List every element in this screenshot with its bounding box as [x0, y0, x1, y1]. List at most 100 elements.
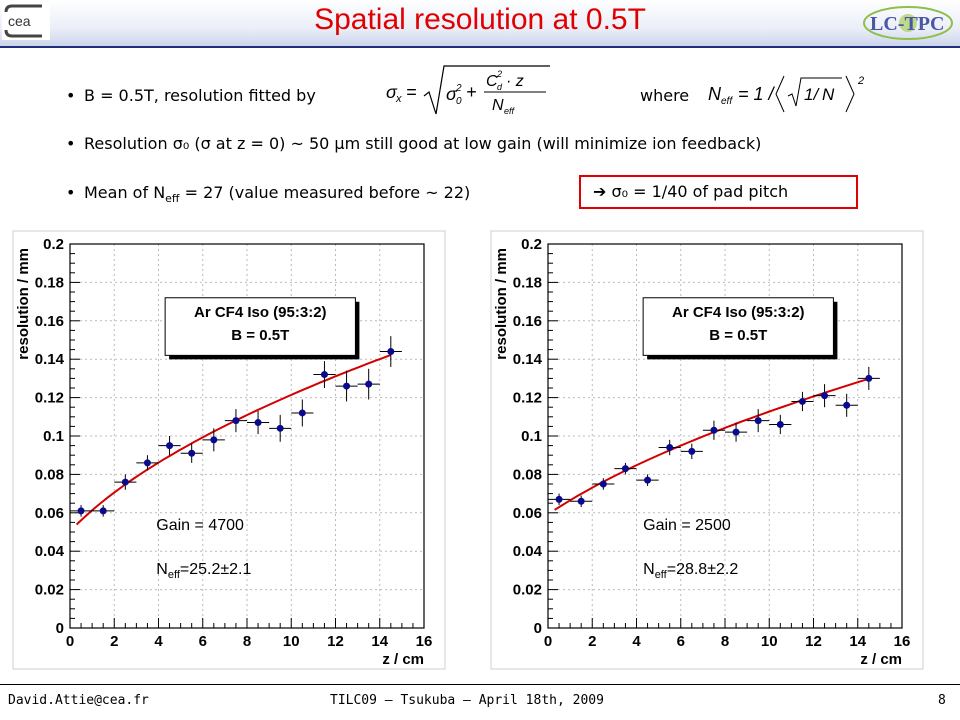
- bullet-neff-sub: eff: [165, 192, 180, 206]
- plot1-data-point: [688, 447, 696, 455]
- plot0-data-point: [166, 442, 174, 450]
- svg-text:· z: · z: [506, 73, 524, 90]
- where-label: where: [640, 86, 690, 105]
- plot1-x-tick-label: 14: [849, 633, 866, 650]
- svg-text:2: 2: [857, 75, 864, 87]
- bullet-resolution: • Resolution σ₀ (σ at z = 0) ~ 50 μm stil…: [66, 134, 761, 153]
- plot0-y-tick-label: 0.16: [35, 313, 64, 330]
- plot0-x-tick-label: 10: [283, 633, 300, 650]
- plot1-x-tick-label: 6: [677, 633, 685, 650]
- plot1-data-point: [599, 480, 607, 488]
- bullet-neff-post: = 27 (value measured before ~ 22): [179, 183, 471, 202]
- plot1-data-point: [732, 428, 740, 436]
- plot1-y-tick-label: 0.06: [513, 505, 542, 522]
- plot0-data-point: [121, 478, 129, 486]
- plot0-data-point: [254, 419, 262, 427]
- plot1-y-tick-label: 0.14: [513, 351, 543, 368]
- plot0-x-tick-label: 4: [154, 633, 163, 650]
- lctpc-logo: LC-TPC: [863, 6, 953, 40]
- bullet-dot-icon: •: [66, 134, 76, 153]
- plot0-data-point: [276, 424, 284, 432]
- plot1-data-point: [843, 401, 851, 409]
- plot0-y-tick-label: 0.1: [43, 428, 64, 445]
- bullet-neff: • Mean of Neff = 27 (value measured befor…: [66, 183, 470, 205]
- resolution-plot-gain-2500: 0 2 4 6 8 10 12 14 16 0 0.02 0.04 0.06 0.08 0.1 0.12 0.1…: [490, 230, 924, 670]
- svg-text:N: N: [708, 84, 722, 104]
- plot1-data-point: [666, 444, 674, 452]
- svg-text:N: N: [492, 97, 504, 114]
- svg-text:+: +: [466, 82, 477, 102]
- plot0-y-tick-label: 0.04: [35, 543, 65, 560]
- svg-text:N: N: [822, 85, 835, 104]
- plot0-x-tick-label: 12: [327, 633, 344, 650]
- plot0-data-point: [143, 459, 151, 467]
- svg-text:0: 0: [456, 96, 462, 107]
- plot0-x-tick-label: 16: [416, 633, 433, 650]
- plot1-data-point: [644, 476, 652, 484]
- plot0-data-point: [298, 409, 306, 417]
- plot1-data-point: [555, 495, 563, 503]
- plot0-data-point: [210, 436, 218, 444]
- plot1-neff-annotation-post: =28.8±2.2: [667, 561, 739, 578]
- plot0-neff-annotation-post: =25.2±2.1: [180, 561, 252, 578]
- plot0-y-tick-label: 0.06: [35, 505, 64, 522]
- svg-text:σ: σ: [386, 82, 398, 102]
- neff-def-formula: N eff = 1 / 1/ N 2: [708, 75, 864, 113]
- plot0-x-tick-label: 0: [66, 633, 74, 650]
- sigma-fit-formula: σ x = σ 0 2 + C d 2 · z N eff: [384, 62, 554, 125]
- plot1-data-point: [621, 465, 629, 473]
- plot1-data-point: [577, 497, 585, 505]
- plot0-data-point: [188, 449, 196, 457]
- plot0-data-point: [99, 507, 107, 515]
- plot0-y-tick-label: 0.18: [35, 274, 64, 291]
- plot0-data-point: [232, 417, 240, 425]
- bullet-dot-icon: •: [66, 86, 76, 105]
- plot0-data-point: [365, 380, 373, 388]
- page-title: Spatial resolution at 0.5T: [314, 3, 646, 36]
- plot1-x-tick-label: 2: [588, 633, 596, 650]
- plot0-x-tick-label: 8: [243, 633, 251, 650]
- plot0-y-tick-label: 0.2: [43, 236, 64, 253]
- plot0-neff-annotation-pre: N: [156, 561, 168, 578]
- plot0-y-tick-label: 0: [56, 620, 64, 637]
- plot0-x-tick-label: 14: [371, 633, 388, 650]
- footer-email: David.Attie@cea.fr: [8, 693, 149, 708]
- plot1-y-axis-label: resolution / mm: [493, 248, 510, 360]
- plot0-y-tick-label: 0.08: [35, 466, 64, 483]
- pad-pitch-note: ➔ σ₀ = 1/40 of pad pitch: [579, 175, 858, 209]
- plot0-data-point: [320, 371, 328, 379]
- plot0-x-tick-label: 6: [199, 633, 207, 650]
- footer-event: TILC09 – Tsukuba – April 18th, 2009: [330, 693, 604, 708]
- sigma-fit-formula-graphic: σ x = σ 0 2 + C d 2 · z N eff: [386, 65, 550, 116]
- svg-text:eff: eff: [504, 106, 516, 116]
- plot1-y-tick-label: 0.02: [513, 582, 542, 599]
- plot0-data-point: [387, 348, 395, 356]
- plot1-y-tick-label: 0.16: [513, 313, 542, 330]
- plot1-x-tick-label: 8: [721, 633, 729, 650]
- plot1-legend-box: [642, 297, 834, 356]
- cea-logo: cea: [2, 2, 50, 40]
- plot0-gain-annotation: Gain = 4700: [156, 517, 244, 534]
- plot0-legend-line1: Ar CF4 Iso (95:3:2): [194, 304, 327, 321]
- lctpc-logo-text: LC-TPC: [870, 13, 944, 35]
- plot0-legend-box: [164, 297, 356, 356]
- plot0-neff-annotation-sub: eff: [168, 569, 181, 581]
- plot1-y-tick-label: 0.04: [513, 543, 543, 560]
- plot1-x-tick-label: 12: [805, 633, 822, 650]
- svg-text:d: d: [497, 82, 503, 92]
- plot1-y-tick-label: 0.12: [513, 390, 542, 407]
- bullet-resolution-text: Resolution σ₀ (σ at z = 0) ~ 50 μm still…: [84, 134, 762, 153]
- plot0-data-point: [77, 507, 85, 515]
- plot0-y-tick-label: 0.02: [35, 582, 64, 599]
- plot1-data-point: [821, 392, 829, 400]
- bullet-field-text: B = 0.5T, resolution fitted by: [84, 86, 316, 105]
- plot1-gain-annotation: Gain = 2500: [643, 517, 731, 534]
- plot0-neff-annotation: Neff=25.2±2.1: [156, 561, 251, 581]
- plot0-legend-line2: B = 0.5T: [231, 327, 289, 344]
- plot1-legend-line1: Ar CF4 Iso (95:3:2): [672, 304, 805, 321]
- plot1-x-tick-label: 10: [761, 633, 778, 650]
- plot1-x-axis-label: z / cm: [860, 651, 902, 668]
- footer-page-number: 8: [938, 693, 946, 708]
- cea-logo-text: cea: [8, 13, 31, 29]
- bullet-field: • B = 0.5T, resolution fitted by: [66, 86, 316, 105]
